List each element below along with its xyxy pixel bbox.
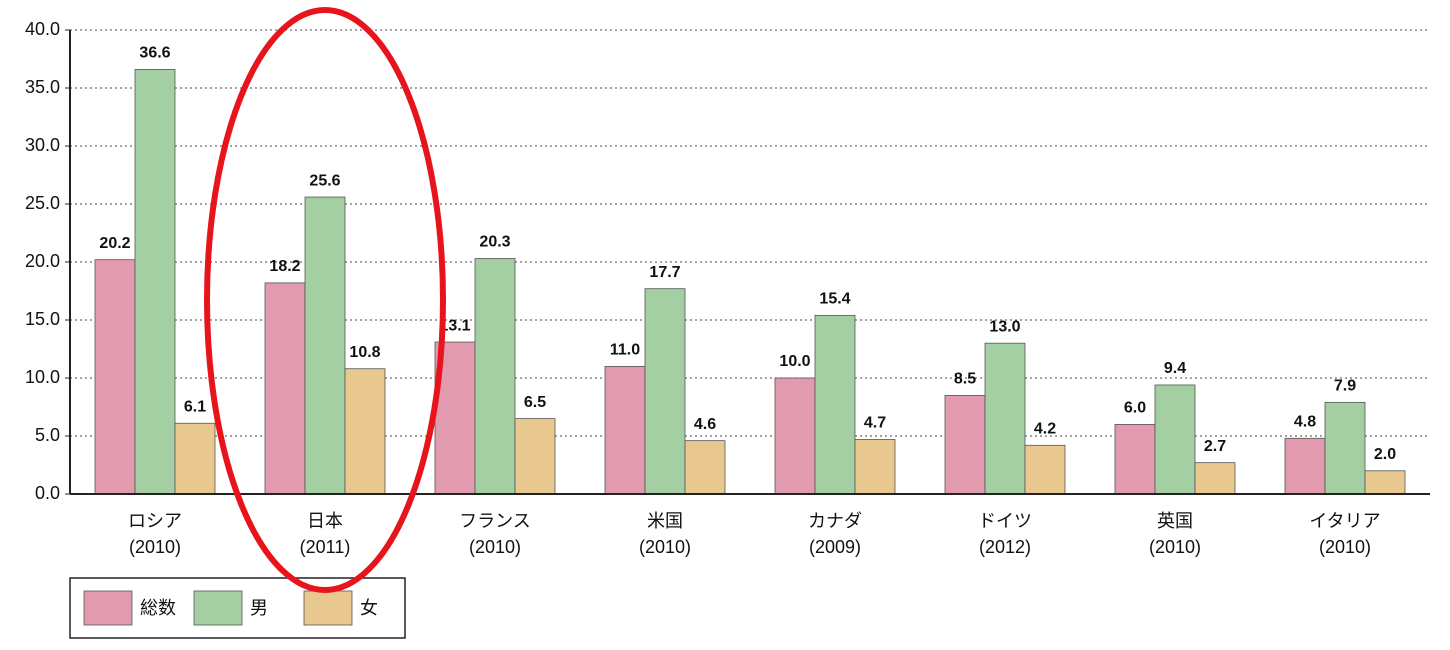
value-label: 4.2 — [1034, 420, 1056, 437]
value-label: 10.0 — [779, 353, 810, 370]
x-tick-label: ドイツ(2012) — [978, 511, 1032, 557]
value-label: 9.4 — [1164, 360, 1186, 377]
bar — [944, 394, 986, 495]
legend-swatch — [303, 590, 353, 626]
legend-label: 男 — [250, 598, 268, 618]
value-label: 15.4 — [819, 291, 850, 308]
y-tick-label: 0.0 — [35, 483, 60, 503]
bar — [644, 288, 686, 495]
value-label: 4.7 — [864, 415, 886, 432]
x-tick-label: カナダ(2009) — [808, 511, 862, 557]
legend-label: 女 — [360, 598, 378, 618]
bar — [264, 282, 306, 495]
bar — [1194, 462, 1236, 495]
bar — [774, 377, 816, 495]
value-label: 10.8 — [349, 344, 380, 361]
y-tick-label: 30.0 — [25, 135, 60, 155]
bar — [854, 439, 896, 495]
value-label: 7.9 — [1334, 378, 1356, 395]
bar — [134, 69, 176, 495]
value-label: 4.6 — [694, 416, 716, 433]
legend-swatch — [193, 590, 243, 626]
value-label: 4.8 — [1294, 414, 1316, 431]
bar — [344, 368, 386, 495]
bar — [1154, 384, 1196, 495]
bar — [684, 440, 726, 495]
x-tick-label: フランス(2010) — [459, 511, 531, 557]
bar — [1324, 401, 1366, 495]
bar — [304, 196, 346, 495]
value-label: 2.0 — [1374, 446, 1396, 463]
value-label: 13.1 — [439, 317, 470, 334]
x-tick-label: ロシア(2010) — [128, 511, 182, 557]
bar — [94, 259, 136, 495]
y-tick-label: 35.0 — [25, 77, 60, 97]
x-tick-label: イタリア(2010) — [1309, 511, 1380, 557]
bar — [474, 258, 516, 495]
value-label: 2.7 — [1204, 438, 1226, 455]
bar — [174, 422, 216, 495]
value-label: 18.2 — [269, 258, 300, 275]
bar — [604, 365, 646, 495]
value-label: 6.1 — [184, 398, 206, 415]
value-label: 17.7 — [649, 264, 680, 281]
bar — [1284, 437, 1326, 495]
value-label: 11.0 — [610, 342, 640, 359]
y-tick-label: 10.0 — [25, 367, 60, 387]
y-tick-label: 25.0 — [25, 193, 60, 213]
bar — [814, 314, 856, 495]
y-tick-label: 5.0 — [35, 425, 60, 445]
value-label: 13.0 — [989, 318, 1020, 335]
x-tick-label: 日本(2011) — [300, 511, 351, 557]
x-tick-label: 英国(2010) — [1149, 511, 1201, 557]
value-label: 25.6 — [309, 172, 340, 189]
bar — [1024, 444, 1066, 495]
highlight-ellipse — [204, 7, 446, 593]
value-label: 36.6 — [139, 45, 170, 62]
value-label: 20.3 — [479, 234, 510, 251]
y-tick-label: 15.0 — [25, 309, 60, 329]
y-tick-label: 20.0 — [25, 251, 60, 271]
legend-swatch — [83, 590, 133, 626]
value-label: 20.2 — [99, 235, 130, 252]
y-tick-label: 40.0 — [25, 19, 60, 39]
bar — [514, 418, 556, 495]
value-label: 6.0 — [1124, 400, 1146, 417]
legend-label: 総数 — [140, 598, 176, 618]
bar — [984, 342, 1026, 495]
value-label: 8.5 — [954, 371, 976, 388]
bar — [1114, 423, 1156, 495]
x-tick-label: 米国(2010) — [639, 511, 691, 557]
value-label: 6.5 — [524, 394, 546, 411]
bar — [1364, 470, 1406, 495]
